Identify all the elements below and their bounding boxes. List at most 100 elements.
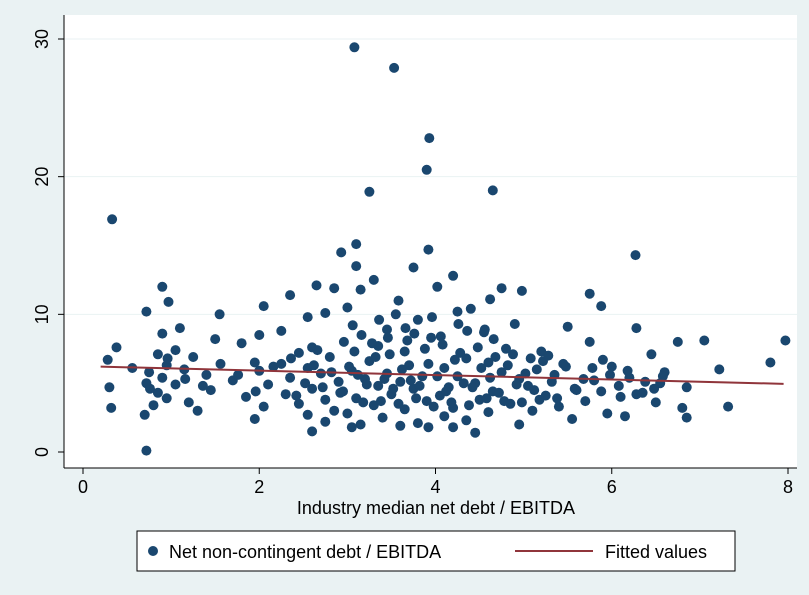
- scatter-point-222: [525, 353, 536, 364]
- scatter-point-130: [320, 394, 331, 405]
- fitted-line-layer: [100, 365, 784, 385]
- scatter-point-181: [423, 358, 434, 369]
- scatter-point-165: [395, 420, 406, 431]
- scatter-point-60: [293, 347, 304, 358]
- scatter-point-155: [681, 412, 692, 423]
- scatter-point-183: [441, 386, 452, 397]
- scatter-point-34: [320, 308, 331, 318]
- scatter-point-128: [161, 393, 172, 404]
- scatter-point-11: [351, 261, 362, 272]
- scatter-point-134: [650, 397, 661, 408]
- fitted-line: [100, 365, 784, 385]
- scatter-point-41: [631, 323, 642, 334]
- scatter-point-39: [174, 323, 185, 334]
- scatter-point-18: [496, 283, 507, 294]
- scatter-point-182: [432, 371, 443, 382]
- scatter-point-112: [681, 382, 692, 393]
- scatter-point-255: [233, 369, 244, 380]
- scatter-point-191: [511, 379, 522, 390]
- scatter-point-138: [148, 400, 159, 411]
- scatter-point-168: [423, 422, 434, 433]
- scatter-point-143: [106, 402, 117, 413]
- scatter-point-149: [483, 407, 494, 418]
- scatter-point-0: [107, 214, 118, 225]
- scatter-point-217: [481, 393, 492, 404]
- scatter-point-216: [472, 342, 483, 353]
- scatter-point-47: [426, 332, 437, 343]
- scatter-point-10: [630, 250, 641, 261]
- scatter-point-214: [455, 347, 466, 358]
- scatter-point-226: [560, 361, 571, 372]
- scatter-point-256: [215, 358, 226, 369]
- scatter-point-251: [312, 345, 323, 356]
- scatter-point-13: [448, 270, 459, 281]
- scatter-point-28: [258, 301, 269, 312]
- scatter-point-23: [516, 285, 527, 296]
- y-tick-label-10: 10: [32, 304, 52, 324]
- scatter-point-202: [349, 346, 360, 357]
- scatter-point-107: [263, 379, 274, 390]
- scatter-point-250: [338, 336, 349, 347]
- scatter-point-111: [104, 382, 115, 393]
- scatter-point-240: [400, 323, 411, 334]
- scatter-point-20: [355, 284, 366, 295]
- scatter-point-132: [421, 396, 432, 407]
- scatter-point-25: [393, 295, 404, 306]
- scatter-point-101: [395, 376, 406, 387]
- scatter-point-14: [368, 274, 379, 285]
- scatter-point-196: [335, 387, 346, 398]
- scatter-point-215: [464, 400, 474, 411]
- scatter-point-30: [465, 303, 476, 314]
- scatter-point-244: [356, 330, 367, 340]
- scatter-point-177: [388, 383, 399, 394]
- scatter-point-259: [162, 353, 173, 364]
- scatter-point-72: [483, 357, 494, 368]
- scatter-point-73: [276, 358, 287, 369]
- scatter-point-254: [250, 386, 261, 397]
- scatter-point-212: [437, 339, 448, 350]
- scatter-point-31: [141, 306, 152, 317]
- scatter-point-158: [567, 414, 578, 424]
- scatter-point-246: [409, 328, 420, 339]
- scatter-point-200: [300, 378, 311, 389]
- scatter-point-48: [210, 334, 221, 345]
- scatter-point-186: [467, 382, 478, 393]
- scatter-point-219: [499, 396, 510, 407]
- scatter-point-231: [605, 369, 615, 380]
- scatter-point-147: [527, 405, 538, 416]
- scatter-point-175: [370, 352, 381, 362]
- scatter-point-5: [487, 185, 498, 196]
- scatter-point-27: [596, 301, 607, 312]
- legend-box: [136, 530, 736, 572]
- scatter-point-176: [379, 374, 390, 384]
- legend-scatter-marker: [148, 546, 158, 556]
- scatter-point-205: [375, 396, 386, 407]
- scatter-point-190: [502, 360, 513, 371]
- scatter-point-53: [236, 338, 247, 349]
- scatter-point-252: [286, 353, 296, 364]
- scatter-point-207: [393, 398, 404, 409]
- scatter-point-38: [509, 319, 520, 329]
- scatter-point-93: [417, 371, 428, 382]
- scatter-point-131: [580, 396, 591, 407]
- scatter-point-62: [646, 349, 657, 360]
- scatter-point-4: [421, 164, 432, 175]
- scatter-point-223: [534, 394, 545, 405]
- scatter-point-199: [308, 360, 319, 371]
- scatter-point-122: [280, 389, 291, 400]
- scatter-point-189: [493, 387, 504, 398]
- scatter-point-224: [543, 350, 554, 361]
- scatter-point-81: [714, 364, 725, 375]
- axes: 0 10 20 30 0 2 4 6 8: [32, 15, 797, 497]
- scatter-point-120: [152, 387, 163, 398]
- scatter-point-8: [423, 244, 434, 255]
- scatter-point-170: [470, 427, 481, 438]
- scatter-point-209: [411, 393, 422, 404]
- scatter-point-213: [446, 397, 457, 408]
- scatter-point-36: [302, 312, 313, 323]
- legend-fit-label: Fitted values: [605, 542, 707, 562]
- scatter-point-172: [344, 361, 355, 372]
- scatter-point-89: [315, 368, 326, 379]
- scatter-point-245: [382, 332, 393, 343]
